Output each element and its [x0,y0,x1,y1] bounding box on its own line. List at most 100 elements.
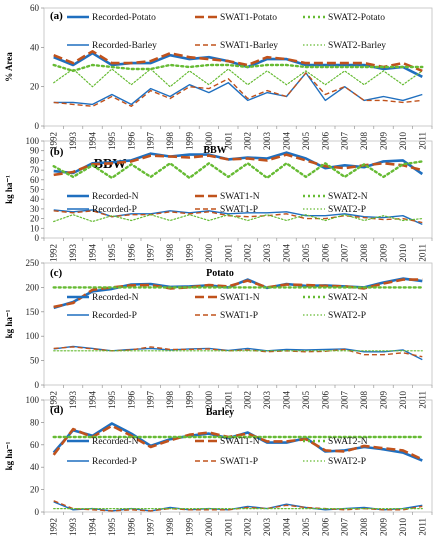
y-tick-label: 20 [30,485,40,495]
series-line-swat2-potato [52,63,424,73]
legend-label: SWAT2-P [328,205,366,215]
x-tick-label: 2003 [262,518,272,537]
x-tick-label: 2005 [301,244,311,263]
legend-label: SWAT2-N [328,437,368,447]
y-axis-label: % Area [4,52,14,82]
x-tick-label: 1997 [146,244,156,263]
legend-label: Recorded-P [92,311,137,321]
legend-label: Recorded-P [92,457,137,467]
panel-title: BBW [203,145,226,156]
x-tick-label: 2002 [243,518,253,536]
y-tick-label: 40 [30,462,40,472]
legend-label: Recorded-N [92,293,139,303]
plot-frame [43,140,433,239]
x-tick-label: 2005 [301,518,311,537]
y-tick-label: 100 [26,136,40,146]
y-tick-label: 60 [30,175,40,185]
x-tick-label: 1994 [88,244,98,263]
series-line-swat1-n [53,153,423,177]
series-line-swat1-p [53,346,423,358]
y-axis-label: kg ha⁻¹ [4,175,14,204]
y-axis-label: kg ha⁻¹ [4,441,14,470]
series-line-swat1-potato [53,49,423,73]
x-tick-label: 1996 [126,244,136,263]
y-tick-label: 20 [30,82,40,92]
x-tick-label: 1995 [107,244,117,263]
legend-label: SWAT2-N [328,192,368,202]
y-tick-label: 80 [30,417,40,427]
y-tick-label: 100 [26,331,40,341]
x-tick-label: 2008 [359,518,369,537]
series-line-swat2-p [53,214,423,223]
y-tick-label: 70 [30,165,40,175]
y-tick-label: 60 [30,440,40,450]
legend-label: Recorded-N [92,192,139,202]
x-tick-label: 2008 [359,244,369,263]
series-line-swat2-n [52,160,424,180]
y-tick-label: 0 [35,507,40,517]
plot-frame [43,262,433,386]
legend-label: SWAT1-N [220,192,260,202]
x-tick-label: 1994 [88,518,98,537]
y-tick-label: 50 [30,185,40,195]
panel-title: Barley [206,407,234,418]
y-tick-label: 80 [30,155,40,165]
x-tick-label: 2007 [340,518,350,537]
y-tick-label: 50 [30,356,40,366]
y-tick-label: 0 [35,380,40,390]
legend-label: SWAT2-Potato [328,13,385,23]
y-tick-label: 0 [35,233,40,243]
y-tick-label: 200 [26,282,40,292]
legend-label: SWAT2-N [328,293,368,303]
x-tick-label: 1999 [185,518,195,537]
legend-label: SWAT1-Potato [220,13,277,23]
y-tick-label: 20 [30,214,40,224]
x-tick-label: 2001 [223,244,233,262]
y-tick-label: 10 [30,223,40,233]
x-tick-label: 2004 [282,244,292,263]
y-tick-label: 100 [26,395,40,405]
x-tick-label: 1992 [49,244,59,262]
legend-label: SWAT2-Barley [328,41,386,51]
legend-label: SWAT1-P [220,205,258,215]
x-tick-label: 1999 [185,244,195,263]
x-tick-label: 2003 [262,244,272,263]
series-line-swat1-n [52,424,423,461]
x-tick-label: 1992 [49,518,59,536]
x-tick-label: 1993 [68,518,78,537]
y-axis-label: kg ha⁻¹ [4,309,14,338]
x-tick-label: 2006 [320,518,330,537]
legend-label: Recorded-P [92,205,137,215]
series-line-swat1-p [53,500,423,512]
x-tick-label: 2011 [417,518,427,536]
x-tick-label: 2007 [340,244,350,263]
x-tick-label: 2002 [243,244,253,262]
plot-frame [43,399,433,513]
x-tick-label: 2009 [379,518,389,537]
x-tick-label: 2009 [379,244,389,263]
legend-label: SWAT1-P [220,311,258,321]
series-line-swat1-barley [53,72,423,108]
chart-panel-1: 0 20 40 60 % Area (a) Recorded-Potato SWAT1-Pot… [4,3,433,150]
series-line-recorded-barley [53,72,423,106]
legend-label: Recorded-Barley [92,41,157,51]
panel-label: (c) [50,267,63,279]
panel-label: (d) [50,404,64,416]
x-tick-label: 1995 [107,518,117,537]
x-tick-label: 2000 [204,244,214,263]
y-tick-label: 0 [35,121,40,131]
legend-label: SWAT1-Barley [220,41,278,51]
y-tick-label: 60 [30,3,40,13]
legend-label: SWAT2-P [328,457,366,467]
panel-label: (b) [50,146,64,158]
y-tick-label: 150 [26,307,40,317]
chart-panel-4: 0 20 40 60 80 100 kg ha⁻¹ (d) Barley Recorded-N SW… [4,395,433,537]
y-tick-label: 30 [30,204,40,214]
legend-label: SWAT1-P [220,457,258,467]
y-tick-label: 40 [30,42,40,52]
x-tick-label: 2000 [204,518,214,537]
x-tick-label: 1998 [165,244,175,263]
x-tick-label: 1998 [165,518,175,537]
